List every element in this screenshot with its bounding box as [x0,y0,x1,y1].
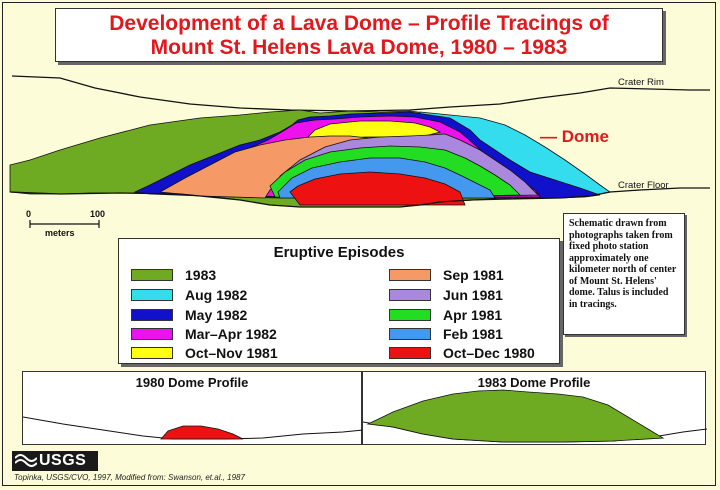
legend-label: 1983 [185,267,217,283]
profile-1980-dome [160,425,244,440]
scale-bar-end: 100 [90,209,105,219]
scale-bar-start: 0 [26,209,31,219]
scale-bar-unit: meters [45,228,75,238]
profile-1983-title: 1983 Dome Profile [477,375,591,390]
crater-floor-label: Crater Floor [618,180,669,191]
figure-frame [2,2,716,486]
usgs-logo-text: USGS [39,452,87,469]
title-line-1: Development of a Lava Dome – Profile Tra… [109,12,609,35]
legend-swatch [389,328,431,340]
schematic-note: Schematic drawn from photographs taken f… [563,213,685,335]
usgs-logo: USGS [12,451,98,471]
dome-layer-oct-dec-1980 [289,171,466,206]
legend: Eruptive Episodes 1983 Aug 1982 May 1982 Ma… [118,238,560,364]
profile-1980-title: 1980 Dome Profile [135,375,249,390]
scale-bar: 0 100 meters [26,209,105,238]
legend-label: Mar–Apr 1982 [185,326,277,342]
profile-1980-graphic [23,416,363,440]
profile-1983-graphic [363,389,707,443]
crater-rim-label: Crater Rim [618,77,664,88]
legend-swatch [389,347,431,359]
legend-swatch [389,309,431,321]
legend-swatch [389,269,431,281]
legend-swatch [131,269,173,281]
credit-line: Topinka, USGS/CVO, 1997, Modified from: … [14,473,245,482]
legend-swatch [131,328,173,340]
legend-swatch [389,289,431,301]
legend-label: Oct–Nov 1981 [185,345,278,361]
title-line-2: Mount St. Helens Lava Dome, 1980 – 1983 [150,36,568,59]
legend-label: Jun 1981 [443,287,503,303]
usgs-waves-icon [15,454,37,467]
legend-label: Feb 1981 [443,326,503,342]
legend-label: Apr 1981 [443,307,503,323]
profile-1983-panel: 1983 Dome Profile [362,371,707,445]
crater-floor-line [9,187,710,208]
legend-label: May 1982 [185,307,248,323]
title-box: Development of a Lava Dome – Profile Tra… [55,8,663,62]
profile-1980-panel: 1980 Dome Profile [22,371,363,445]
legend-label: Aug 1982 [185,287,248,303]
legend-swatch [131,289,173,301]
legend-swatch [131,309,173,321]
legend-swatch [131,347,173,359]
legend-label: Oct–Dec 1980 [443,345,535,361]
crater-rim-line [11,75,710,112]
legend-title: Eruptive Episodes [273,244,405,261]
profile-1983-dome [366,389,665,443]
dome-label: — Dome [540,127,609,146]
legend-label: Sep 1981 [443,267,504,283]
